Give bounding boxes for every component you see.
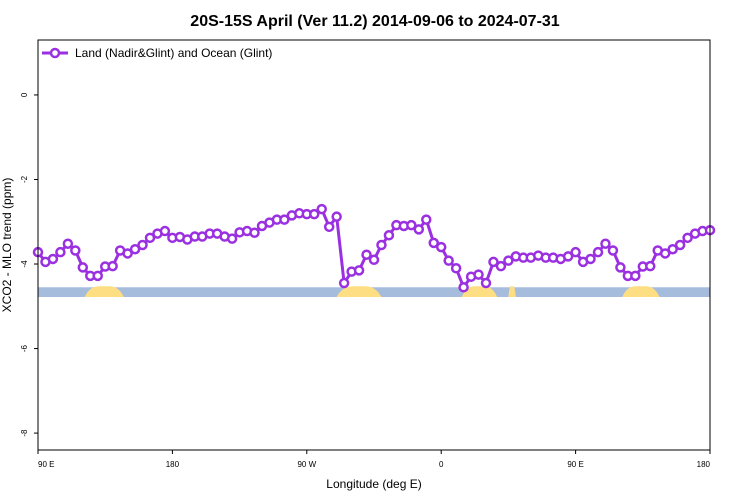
y-tick-label: 0 — [20, 92, 29, 97]
data-point — [421, 214, 432, 225]
land-segment-0 — [84, 286, 124, 297]
data-point — [62, 238, 74, 249]
data-point — [570, 246, 581, 258]
data-point — [70, 245, 81, 256]
data-point — [331, 211, 342, 222]
data-point — [600, 238, 611, 249]
data-point — [413, 224, 425, 235]
y-tick-label: -6 — [20, 344, 29, 352]
data-point — [316, 203, 327, 215]
data-point — [607, 245, 619, 256]
data-point — [159, 225, 171, 237]
x-tick-label: 90 W — [297, 460, 316, 469]
data-point — [107, 260, 118, 272]
x-tick-label: 90 E — [38, 460, 54, 469]
data-point — [585, 253, 596, 265]
data-point — [630, 270, 641, 282]
data-point — [226, 233, 238, 244]
data-point — [488, 256, 499, 268]
chart-title: 20S-15S April (Ver 11.2) 2014-09-06 to 2… — [190, 13, 560, 30]
data-point — [376, 239, 387, 251]
data-point — [323, 221, 335, 233]
data-point — [674, 239, 686, 251]
data-point — [92, 270, 103, 282]
data-point — [279, 214, 290, 225]
data-point — [495, 260, 507, 272]
data-point — [659, 248, 671, 259]
data-point — [645, 260, 656, 272]
legend: Land (Nadir&Glint) and Ocean (Glint) — [42, 46, 272, 60]
data-point — [428, 237, 439, 249]
data-point — [682, 232, 693, 244]
data-point — [480, 277, 492, 289]
legend-marker-swatch — [49, 47, 61, 59]
land-segment-3 — [508, 286, 516, 297]
data-point — [309, 208, 320, 220]
x-axis-label: Longitude (deg E) — [326, 477, 421, 491]
data-point — [144, 232, 156, 244]
data-point — [450, 262, 462, 274]
data-point — [615, 262, 626, 273]
land-segment-2 — [461, 286, 498, 297]
y-axis-label: XCO2 - MLO trend (ppm) — [0, 178, 14, 313]
plot-frame — [37, 39, 711, 451]
data-point — [77, 262, 89, 273]
data-point — [562, 251, 574, 262]
data-point — [249, 227, 260, 238]
data-point — [443, 255, 454, 266]
y-tick-label: -4 — [20, 260, 29, 268]
data-point — [406, 219, 417, 231]
data-point — [458, 282, 469, 293]
legend-series-label: Land (Nadir&Glint) and Ocean (Glint) — [75, 46, 272, 60]
x-tick-label: 180 — [697, 460, 711, 469]
land-segment-1 — [336, 286, 382, 297]
data-point — [361, 249, 372, 260]
y-axis-ticks: 0 -2 -4 -6 -8 — [20, 92, 38, 437]
series-points-layer — [32, 203, 716, 293]
data-point — [55, 246, 66, 258]
surface-band — [38, 286, 710, 297]
land-segment-4 — [622, 286, 660, 297]
data-point — [129, 243, 141, 255]
data-point — [667, 243, 678, 255]
data-point — [47, 253, 59, 265]
data-point — [122, 248, 133, 259]
x-tick-label: 0 — [439, 460, 444, 469]
data-point — [473, 269, 484, 280]
y-tick-label: -2 — [20, 175, 29, 183]
x-axis-ticks: 90 E 180 90 W 0 90 E 180 — [37, 450, 711, 469]
data-point — [503, 255, 514, 266]
data-point — [338, 277, 350, 289]
data-point — [383, 230, 395, 241]
y-tick-label: -8 — [20, 429, 29, 437]
data-point — [137, 239, 148, 251]
data-point — [592, 246, 604, 258]
x-tick-label: 90 E — [567, 460, 583, 469]
data-point — [435, 241, 447, 253]
data-point — [353, 265, 365, 276]
x-tick-label: 180 — [166, 460, 180, 469]
data-point — [368, 254, 380, 266]
